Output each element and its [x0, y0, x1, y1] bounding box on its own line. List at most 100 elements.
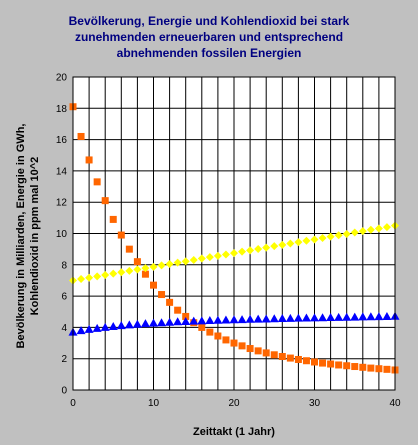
x-tick-label: 10: [148, 398, 160, 409]
chart-title: Bevölkerung, Energie und Kohlendioxid be…: [69, 14, 350, 60]
data-point: [270, 351, 278, 359]
data-point: [189, 255, 198, 264]
data-point: [157, 318, 167, 327]
data-point: [157, 261, 166, 270]
data-point: [358, 227, 367, 236]
data-point: [261, 314, 271, 323]
data-point: [198, 323, 206, 331]
data-point: [150, 281, 157, 289]
data-point: [326, 232, 335, 241]
data-point: [197, 254, 206, 263]
data-point: [77, 275, 86, 284]
data-point: [366, 312, 376, 321]
data-point: [262, 243, 271, 252]
data-point: [278, 353, 286, 361]
data-point: [375, 365, 383, 373]
data-point: [334, 231, 343, 240]
data-point: [109, 215, 117, 223]
y-tick-label: 16: [56, 135, 68, 146]
data-point: [149, 318, 158, 327]
data-point: [277, 313, 287, 322]
data-point: [301, 313, 311, 322]
data-point: [132, 319, 142, 328]
data-point: [374, 312, 384, 321]
data-point: [93, 178, 101, 186]
data-point: [141, 264, 150, 273]
data-point: [165, 260, 174, 269]
data-point: [342, 312, 352, 321]
y-tick-label: 10: [56, 229, 68, 240]
data-point: [173, 317, 183, 326]
data-point: [173, 258, 182, 267]
y-tick-label: 14: [56, 166, 68, 177]
data-point: [327, 360, 335, 368]
data-point: [286, 239, 295, 248]
data-point: [100, 322, 110, 331]
data-point: [109, 269, 118, 278]
data-point: [222, 336, 230, 344]
data-point: [294, 238, 303, 247]
x-tick-label: 30: [309, 398, 321, 409]
data-point: [125, 266, 134, 275]
data-point: [149, 262, 158, 271]
data-point: [181, 257, 190, 266]
y-tick-label: 0: [61, 386, 67, 397]
y-tick-label: 8: [61, 260, 67, 271]
y-tick-label: 18: [56, 104, 68, 115]
data-point: [238, 342, 246, 350]
x-tick-label: 20: [228, 398, 240, 409]
data-point: [237, 315, 247, 324]
data-point: [229, 315, 239, 324]
data-point: [278, 240, 287, 249]
data-point: [310, 235, 319, 244]
data-point: [311, 358, 318, 366]
data-point: [101, 197, 109, 205]
data-point: [335, 361, 343, 369]
data-point: [382, 223, 391, 232]
series-group: [68, 103, 400, 374]
data-point: [84, 324, 94, 333]
data-point: [182, 312, 190, 320]
data-point: [166, 298, 174, 306]
y-tick-label: 12: [56, 198, 68, 209]
data-point: [254, 244, 263, 253]
data-point: [93, 272, 102, 281]
data-point: [358, 312, 368, 321]
data-point: [117, 231, 125, 239]
data-point: [214, 332, 222, 340]
grid: [73, 77, 395, 390]
data-point: [366, 225, 375, 234]
data-point: [76, 326, 86, 335]
y-axis-label: Bevölkerung in Milliarden, Energie in GW…: [15, 124, 41, 349]
y-tick-label: 2: [61, 354, 67, 365]
data-point: [141, 270, 149, 278]
data-point: [77, 132, 85, 140]
data-point: [286, 354, 294, 362]
x-axis-label: Zeittakt (1 Jahr): [193, 426, 275, 438]
data-point: [318, 313, 328, 322]
data-point: [125, 245, 133, 253]
chart-title-line-2: zunehmenden erneuerbaren und entsprechen…: [75, 30, 343, 44]
data-point: [318, 234, 327, 243]
y-axis-label-line-2: Kohlendioxid in ppm mal 10^2: [29, 157, 41, 316]
data-point: [382, 311, 392, 320]
data-point: [197, 316, 207, 325]
data-point: [165, 317, 175, 326]
data-point: [383, 365, 391, 373]
data-point: [253, 314, 263, 323]
data-point: [206, 328, 214, 336]
data-point: [342, 229, 351, 238]
data-point: [213, 251, 222, 260]
data-point: [133, 258, 141, 266]
y-tick-label: 4: [61, 323, 67, 334]
data-point: [254, 347, 262, 355]
data-point: [246, 345, 254, 353]
data-point: [85, 156, 93, 164]
data-point: [302, 236, 311, 245]
data-point: [205, 253, 214, 262]
data-point: [205, 316, 215, 325]
data-point: [367, 364, 375, 372]
data-point: [174, 306, 182, 314]
x-tick-label: 0: [70, 398, 76, 409]
data-point: [285, 313, 295, 322]
